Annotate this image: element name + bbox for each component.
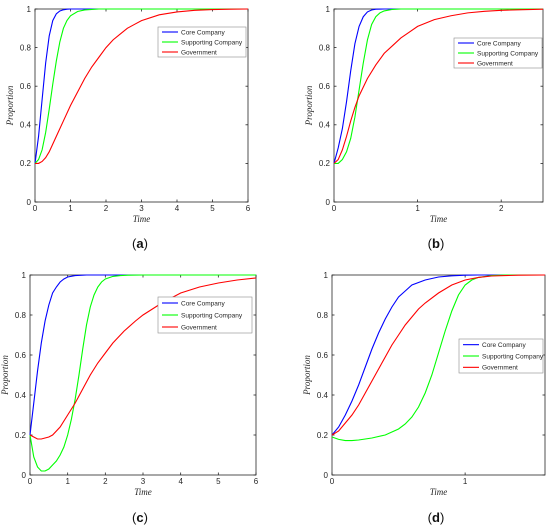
- y-tick-label: 0.2: [15, 431, 27, 440]
- x-axis-label: Time: [133, 214, 151, 224]
- y-tick-label: 0.4: [319, 121, 331, 130]
- x-tick-label: 4: [175, 204, 180, 213]
- series-line-core-company: [333, 8, 543, 164]
- legend: Core Company Supporting Company Government: [458, 338, 544, 374]
- legend-entry: Supporting Company: [181, 39, 243, 46]
- x-tick-label: 5: [216, 477, 221, 486]
- y-tick-label: 0.8: [20, 43, 32, 52]
- x-tick-label: 6: [246, 204, 251, 213]
- y-tick-label: 0.8: [319, 43, 331, 52]
- x-tick-label: 0: [332, 204, 337, 213]
- legend-entry: Core Company: [477, 40, 521, 47]
- series-line-supporting-company: [334, 8, 543, 164]
- x-tick-label: 1: [65, 477, 70, 486]
- x-tick-label: 0: [33, 204, 38, 213]
- chart-panel-a: 0 1 2 3 4 5 6 0 0.2 0.4 0.6 0.8 1 Time Proportion Core …: [5, 5, 251, 251]
- y-tick-label: 1: [324, 271, 329, 280]
- legend-entry: Core Company: [181, 29, 225, 36]
- series-line-government: [29, 277, 257, 440]
- series-line-government: [333, 8, 544, 164]
- legend-entry: Government: [482, 365, 518, 372]
- legend: Core Company Supporting Company Government: [157, 26, 247, 58]
- y-tick-label: 0.4: [20, 121, 32, 130]
- x-tick-label: 2: [103, 477, 108, 486]
- y-tick-label: 1: [27, 5, 32, 14]
- chart-panel-b: 0 1 2 0 0.2 0.4 0.6 0.8 1 Time Proportion Core Comp…: [304, 5, 544, 251]
- y-tick-label: 0: [27, 198, 32, 207]
- y-tick-label: 0.8: [15, 311, 27, 320]
- legend-entry: Supporting Company: [482, 353, 544, 360]
- y-tick-label: 0.2: [317, 431, 329, 440]
- legend: Core Company Supporting Company Government: [453, 37, 543, 69]
- y-tick-label: 0: [22, 471, 27, 480]
- y-tick-label: 0.2: [20, 159, 32, 168]
- y-tick-label: 0.4: [15, 391, 27, 400]
- y-axis-label: Proportion: [304, 85, 314, 126]
- y-tick-label: 0: [326, 198, 331, 207]
- y-axis-label: Proportion: [5, 85, 15, 126]
- x-tick-label: 1: [68, 204, 73, 213]
- legend: Core Company Supporting Company Government: [157, 296, 253, 334]
- series-line-government: [35, 8, 249, 164]
- x-tick-label: 0: [330, 477, 335, 486]
- series-line-government: [331, 274, 546, 436]
- x-axis-label: Time: [430, 487, 448, 497]
- legend-entry: Government: [477, 60, 513, 67]
- panel-label: (d): [428, 510, 445, 525]
- panel-label: (c): [132, 510, 148, 525]
- y-tick-label: 0: [324, 471, 329, 480]
- x-tick-label: 2: [104, 204, 109, 213]
- series-line-supporting-company: [29, 274, 256, 472]
- x-tick-label: 1: [415, 204, 420, 213]
- legend-entry: Core Company: [482, 342, 526, 349]
- x-tick-label: 5: [210, 204, 215, 213]
- panel-label: (b): [428, 236, 445, 251]
- y-tick-label: 0.6: [319, 82, 331, 91]
- y-tick-label: 0.2: [319, 159, 331, 168]
- y-axis-label: Proportion: [302, 355, 312, 396]
- panel-label: (a): [132, 236, 148, 251]
- y-tick-label: 0.6: [317, 351, 329, 360]
- x-axis-label: Time: [430, 214, 448, 224]
- x-tick-label: 3: [141, 477, 146, 486]
- x-tick-label: 2: [499, 204, 504, 213]
- x-axis-label: Time: [134, 487, 152, 497]
- legend-entry: Supporting Company: [477, 50, 539, 57]
- y-tick-label: 0.8: [317, 311, 329, 320]
- chart-panel-c: 0 1 2 3 4 5 6 0 0.2 0.4 0.6 0.8 1 Time Proportion Core …: [0, 271, 259, 525]
- x-tick-label: 0: [28, 477, 33, 486]
- x-tick-label: 3: [139, 204, 144, 213]
- x-tick-label: 4: [178, 477, 183, 486]
- legend-entry: Government: [181, 324, 217, 331]
- chart-panel-d: 0 1 0 0.2 0.4 0.6 0.8 1 Time Proportion Core Compa…: [302, 271, 546, 525]
- x-tick-label: 1: [463, 477, 468, 486]
- plot-frame: [331, 274, 546, 476]
- series-line-supporting-company: [34, 8, 248, 164]
- y-tick-label: 1: [326, 5, 331, 14]
- y-tick-label: 1: [22, 271, 27, 280]
- y-axis-label: Proportion: [0, 355, 10, 396]
- legend-entry: Government: [181, 49, 217, 56]
- x-tick-label: 6: [254, 477, 259, 486]
- legend-entry: Core Company: [181, 300, 225, 307]
- legend-entry: Supporting Company: [181, 312, 243, 319]
- series-line-core-company: [331, 274, 545, 436]
- y-tick-label: 0.6: [15, 351, 27, 360]
- y-tick-label: 0.6: [20, 82, 32, 91]
- y-tick-label: 0.4: [317, 391, 329, 400]
